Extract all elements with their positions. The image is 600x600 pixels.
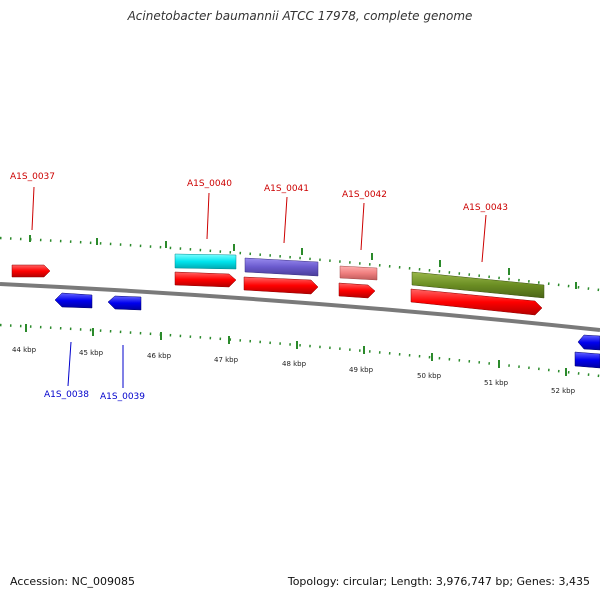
- leader-line-a1s-0040: [206, 192, 210, 240]
- leader-line-a1s-0041: [283, 196, 288, 244]
- gene-arrow-a1s-0040[interactable]: [174, 271, 237, 288]
- kbp-label: 44 kbp: [12, 346, 37, 354]
- kbp-label: 50 kbp: [417, 372, 442, 380]
- gene-arrow-a1s-0037[interactable]: [11, 264, 51, 278]
- gene-label-a1s-0040[interactable]: A1S_0040: [187, 179, 232, 189]
- gene-label-a1s-0037[interactable]: A1S_0037: [10, 172, 55, 182]
- outer-major-ticks: [29, 235, 577, 289]
- kbp-label: 51 kbp: [484, 379, 509, 387]
- kbp-label: 46 kbp: [147, 352, 172, 360]
- leader-line-a1s-0037: [31, 186, 35, 231]
- gene-arrow-unlabeled-1[interactable]: [577, 334, 600, 351]
- leader-line-a1s-0043: [481, 214, 487, 263]
- gene-label-a1s-0039[interactable]: A1S_0039: [100, 392, 145, 402]
- gene-label-a1s-0043[interactable]: A1S_0043: [463, 203, 508, 213]
- gene-arrow-a1s-0043[interactable]: [410, 288, 543, 316]
- gene-label-a1s-0042[interactable]: A1S_0042: [342, 190, 387, 200]
- gene-arrow-a1s-0038[interactable]: [54, 292, 93, 309]
- inner-major-ticks: [25, 324, 567, 376]
- gene-arrow-a1s-0039[interactable]: [107, 295, 142, 311]
- gene-arrow-a1s-0042[interactable]: [338, 282, 376, 299]
- genome-backbone: [0, 282, 600, 332]
- leader-line-a1s-0038: [67, 341, 72, 387]
- gene-arrow-a1s-0041[interactable]: [243, 276, 319, 295]
- kbp-label: 48 kbp: [282, 360, 307, 368]
- feature-bar-a1s-0040[interactable]: [174, 253, 237, 270]
- kbp-label: 45 kbp: [79, 349, 104, 357]
- inner-tick-arc: [0, 323, 600, 378]
- kbp-label: 49 kbp: [349, 366, 374, 374]
- kbp-label: 52 kbp: [551, 387, 576, 395]
- gene-label-a1s-0041[interactable]: A1S_0041: [264, 184, 309, 194]
- accession-text: Accession: NC_009085: [10, 575, 136, 588]
- leader-line-a1s-0042: [360, 202, 365, 251]
- feature-bar-a1s-0042[interactable]: [339, 265, 378, 281]
- map-title: Acinetobacter baumannii ATCC 17978, comp…: [127, 9, 473, 23]
- gene-label-a1s-0038[interactable]: A1S_0038: [44, 390, 89, 400]
- feature-bar-a1s-0043[interactable]: [411, 271, 545, 299]
- outer-tick-arc: [0, 236, 600, 292]
- kbp-label: 47 kbp: [214, 356, 239, 364]
- genome-summary-text: Topology: circular; Length: 3,976,747 bp…: [287, 575, 590, 588]
- gene-arrow-unlabeled-2[interactable]: [574, 351, 600, 369]
- feature-bar-a1s-0041[interactable]: [244, 257, 319, 277]
